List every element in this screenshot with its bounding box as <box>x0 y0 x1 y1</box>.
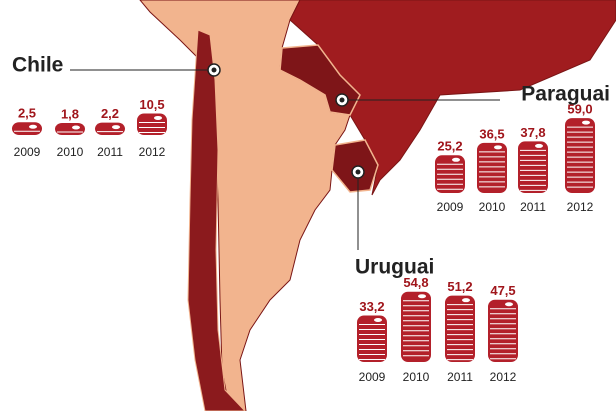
year-label: 2010 <box>479 200 506 214</box>
value-label: 25,2 <box>437 139 462 154</box>
meat-stack <box>137 113 167 135</box>
meat-icon <box>565 118 595 193</box>
meat-icon <box>488 299 518 362</box>
fat-mark <box>452 157 460 162</box>
year-label: 2009 <box>437 200 464 214</box>
meat-icon <box>357 315 387 362</box>
value-label: 37,8 <box>520 125 545 140</box>
fat-mark <box>505 302 513 307</box>
meat-stack <box>477 142 507 193</box>
value-label: 36,5 <box>479 126 504 141</box>
meat-icon <box>477 142 507 193</box>
meat-stack <box>488 299 518 362</box>
value-label: 51,2 <box>447 279 472 294</box>
meat-stack <box>95 122 125 135</box>
year-label: 2011 <box>447 370 473 384</box>
fat-mark <box>462 298 470 303</box>
value-label: 10,5 <box>139 97 164 112</box>
callouts <box>70 63 500 250</box>
meat-stack <box>12 122 42 135</box>
year-label: 2012 <box>139 145 166 159</box>
meat-icon <box>445 295 475 362</box>
year-label: 2010 <box>403 370 430 384</box>
year-label: 2010 <box>57 145 84 159</box>
meat-stack <box>445 295 475 362</box>
meat-icon <box>401 291 431 362</box>
value-label: 1,8 <box>61 106 79 121</box>
meat-icon <box>137 113 167 135</box>
year-label: 2012 <box>567 200 594 214</box>
meat-stack <box>55 123 85 135</box>
fat-mark <box>72 125 80 130</box>
meat-icon <box>55 123 85 135</box>
value-label: 47,5 <box>490 283 515 298</box>
value-label: 2,5 <box>18 106 36 121</box>
meat-stack <box>357 315 387 362</box>
country-label: Uruguai <box>355 256 434 279</box>
value-label: 59,0 <box>567 102 592 117</box>
fat-mark <box>418 294 426 299</box>
country-label: Paraguai <box>521 83 610 106</box>
year-label: 2011 <box>97 145 123 159</box>
paraguay-dot-center <box>339 97 345 103</box>
fat-mark <box>154 115 162 120</box>
meat-icon <box>95 122 125 135</box>
fat-mark <box>535 143 543 148</box>
fat-mark <box>582 120 590 125</box>
chile <box>187 29 246 411</box>
meat-stack <box>401 291 431 362</box>
value-label: 54,8 <box>403 275 428 290</box>
fat-mark <box>374 317 382 322</box>
year-label: 2012 <box>490 370 517 384</box>
fat-mark <box>112 125 120 130</box>
meat-icon <box>12 122 42 135</box>
chile-dot-center <box>211 67 217 73</box>
value-label: 2,2 <box>101 106 119 121</box>
meat-icon <box>518 141 548 193</box>
country-label: Chile <box>12 54 63 77</box>
year-label: 2011 <box>520 200 546 214</box>
meat-icon <box>435 155 465 193</box>
value-label: 33,2 <box>359 299 384 314</box>
fat-mark <box>29 124 37 129</box>
fat-mark <box>494 145 502 150</box>
uruguay-dot-center <box>355 169 361 175</box>
year-label: 2009 <box>14 145 41 159</box>
year-label: 2009 <box>359 370 386 384</box>
